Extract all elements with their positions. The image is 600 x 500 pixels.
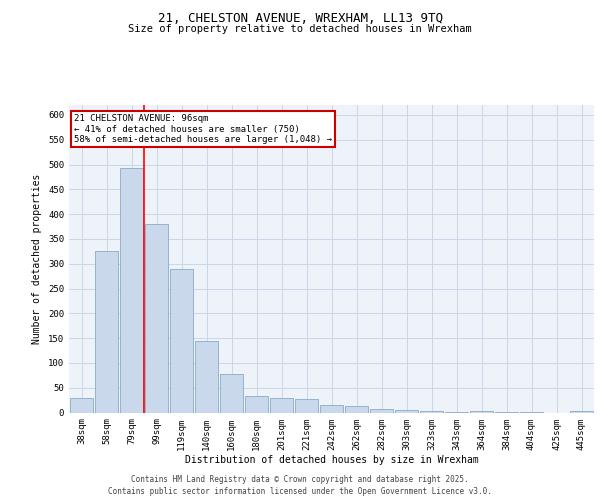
Bar (569, 410, 593, 412)
Bar (245, 396, 268, 412)
Bar (470, 411, 493, 412)
Bar (320, 405, 343, 412)
Bar (419, 410, 443, 412)
Bar (70, 398, 94, 412)
Bar (295, 398, 319, 412)
Text: Size of property relative to detached houses in Wrexham: Size of property relative to detached ho… (128, 24, 472, 34)
Bar (395, 410, 418, 412)
Bar (145, 224, 169, 412)
Bar (194, 340, 218, 412)
Bar (220, 374, 244, 412)
Bar (170, 268, 193, 412)
Bar (344, 406, 368, 412)
X-axis label: Distribution of detached houses by size in Wrexham: Distribution of detached houses by size … (185, 455, 478, 465)
Bar (370, 409, 394, 412)
Text: 21, CHELSTON AVENUE, WREXHAM, LL13 9TQ: 21, CHELSTON AVENUE, WREXHAM, LL13 9TQ (157, 12, 443, 26)
Y-axis label: Number of detached properties: Number of detached properties (32, 174, 43, 344)
Bar (269, 398, 293, 412)
Bar (95, 252, 118, 412)
Text: 21 CHELSTON AVENUE: 96sqm
← 41% of detached houses are smaller (750)
58% of semi: 21 CHELSTON AVENUE: 96sqm ← 41% of detac… (74, 114, 332, 144)
Text: Contains HM Land Registry data © Crown copyright and database right 2025.
Contai: Contains HM Land Registry data © Crown c… (108, 475, 492, 496)
Bar (119, 168, 143, 412)
